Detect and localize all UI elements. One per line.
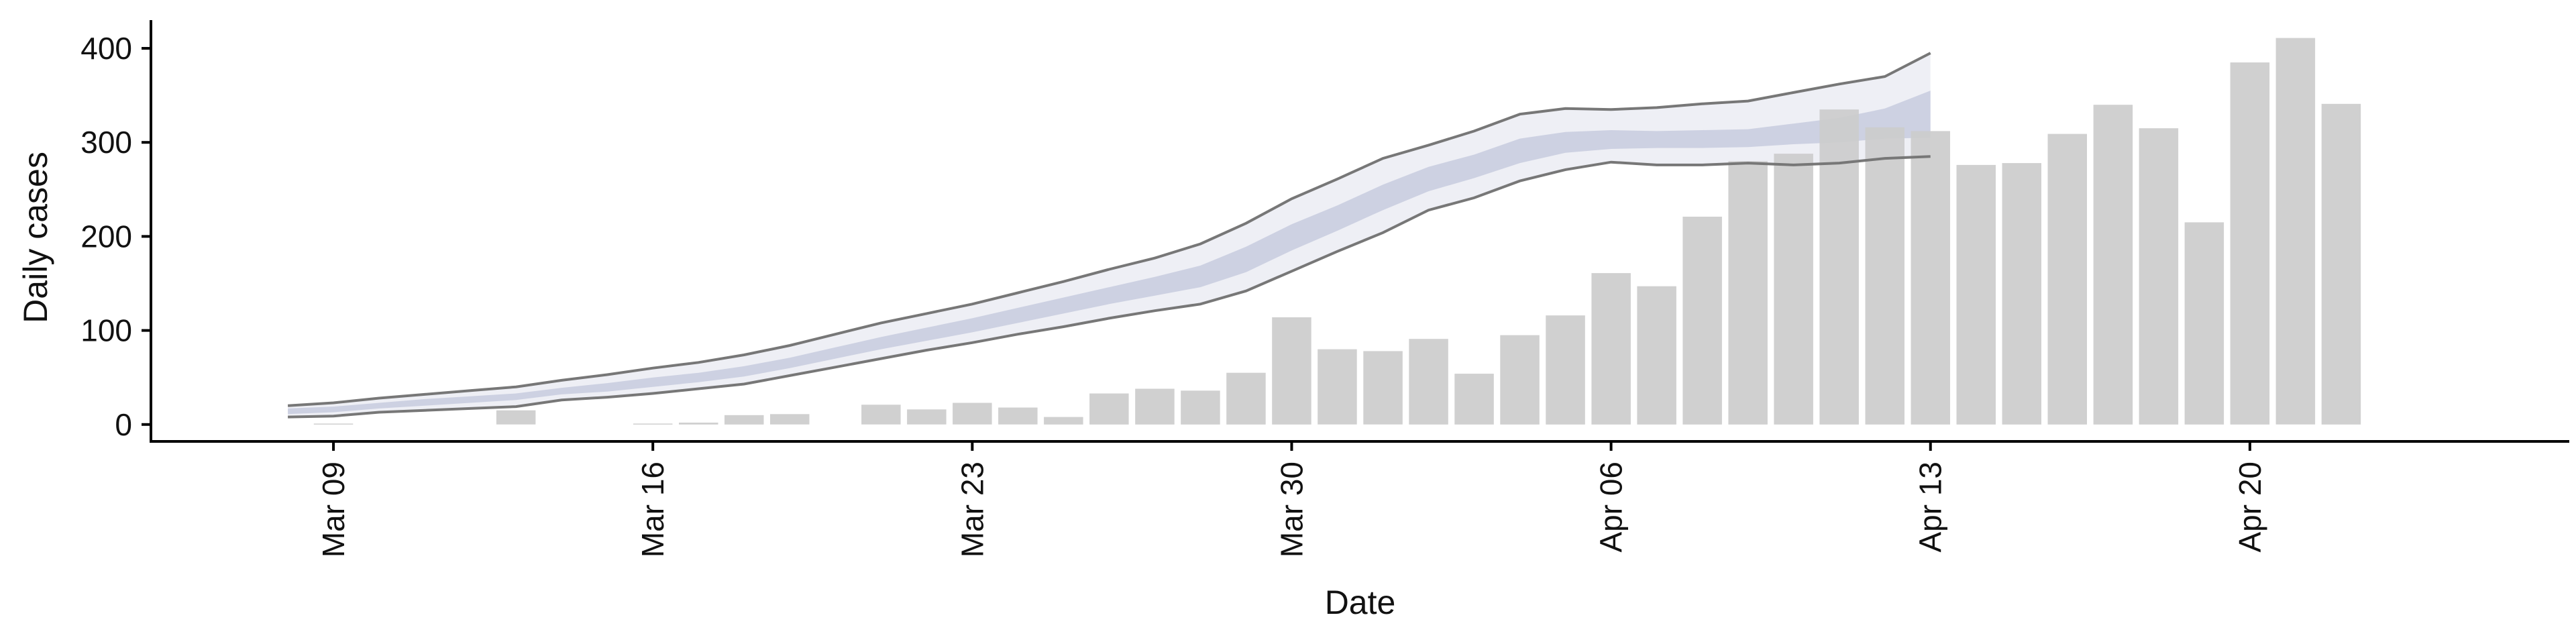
bar-2020-04-20: [2230, 62, 2270, 425]
bar-2020-04-19: [2184, 222, 2224, 425]
bar-2020-03-24: [998, 407, 1038, 425]
x-tick-label-2020-04-06: Apr 06: [1594, 462, 1629, 553]
upper-bound-line: [287, 52, 1931, 407]
x-axis-title: Date: [1325, 584, 1396, 621]
bar-2020-03-22: [907, 409, 947, 425]
bar-2020-03-27: [1135, 388, 1175, 425]
bar-2020-04-06: [1591, 273, 1631, 425]
bar-2020-04-08: [1682, 217, 1722, 425]
y-tick-label-100: 100: [80, 313, 132, 348]
bar-2020-03-09: [313, 423, 354, 425]
bar-2020-03-16: [633, 423, 673, 425]
x-tick-label-2020-04-20: Apr 20: [2233, 462, 2267, 553]
y-tick-label-300: 300: [80, 125, 132, 160]
y-tick-label-200: 200: [80, 219, 132, 254]
x-ticks: Mar 09 Mar 16 Mar 23 Mar 30 Apr 06 Apr 13 Apr …: [316, 441, 2267, 557]
bar-2020-04-11: [1819, 109, 1859, 425]
bar-2020-04-14: [1956, 164, 1996, 425]
bar-2020-03-19: [770, 414, 810, 425]
bar-2020-04-13: [1911, 131, 1950, 425]
x-tick-label-2020-04-13: Apr 13: [1913, 462, 1948, 553]
y-tick-label-400: 400: [80, 31, 132, 66]
daily-case-bars: [313, 38, 2361, 425]
bar-2020-04-05: [1546, 315, 1585, 425]
bar-2020-03-21: [861, 405, 901, 425]
estimate-bands: [288, 53, 1931, 417]
bar-2020-03-28: [1181, 390, 1220, 425]
bar-2020-03-31: [1318, 349, 1357, 425]
bar-2020-03-18: [724, 415, 764, 425]
bar-2020-04-03: [1454, 374, 1494, 425]
x-tick-label-2020-03-16: Mar 16: [635, 462, 670, 557]
bar-2020-04-07: [1637, 286, 1676, 425]
bar-2020-03-23: [953, 402, 992, 425]
lower-bound-line: [288, 155, 1931, 419]
x-tick-label-2020-03-23: Mar 23: [955, 462, 989, 557]
bar-2020-04-09: [1728, 161, 1768, 425]
axes: 0 100 200 300 400 Mar 09 Mar 16 Mar 23 Mar 30 Ap…: [80, 20, 2569, 557]
bar-2020-03-29: [1226, 372, 1266, 425]
bar-2020-03-17: [679, 423, 718, 425]
x-tick-label-2020-03-09: Mar 09: [316, 462, 351, 557]
bar-2020-04-04: [1500, 335, 1540, 425]
bar-2020-03-30: [1272, 317, 1311, 425]
bar-2020-04-21: [2275, 38, 2316, 425]
bar-2020-04-02: [1409, 339, 1448, 425]
bar-2020-03-26: [1089, 393, 1129, 425]
bar-2020-03-13: [496, 410, 536, 425]
bar-2020-04-10: [1774, 154, 1813, 425]
bar-2020-04-12: [1865, 127, 1904, 425]
bar-2020-04-15: [2002, 163, 2041, 425]
estimate-edge-lines: [287, 52, 1931, 419]
y-axis-title: Daily cases: [17, 152, 54, 323]
bar-2020-04-01: [1363, 351, 1403, 425]
y-ticks: 0 100 200 300 400: [80, 31, 151, 442]
x-tick-label-2020-03-30: Mar 30: [1275, 462, 1309, 557]
bar-2020-04-18: [2139, 128, 2179, 425]
bar-2020-04-17: [2093, 105, 2133, 425]
bar-2020-03-25: [1044, 417, 1083, 425]
y-tick-label-0: 0: [115, 407, 132, 442]
bar-2020-04-22: [2321, 103, 2361, 425]
bar-2020-04-16: [2047, 133, 2087, 425]
